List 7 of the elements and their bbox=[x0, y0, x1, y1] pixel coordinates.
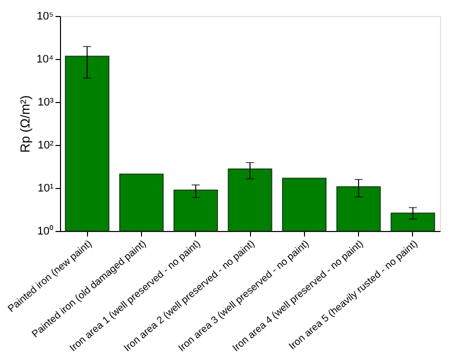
y-tick-label: 10² bbox=[38, 140, 54, 152]
y-tick-label: 10⁴ bbox=[36, 54, 54, 66]
y-tick-label: 10³ bbox=[38, 96, 54, 108]
y-tick-label: 10¹ bbox=[38, 182, 54, 194]
y-tick-label: 10⁵ bbox=[36, 10, 54, 22]
y-axis-title: Rp (Ω/m²) bbox=[18, 95, 33, 153]
y-tick-label: 10⁰ bbox=[37, 224, 54, 238]
